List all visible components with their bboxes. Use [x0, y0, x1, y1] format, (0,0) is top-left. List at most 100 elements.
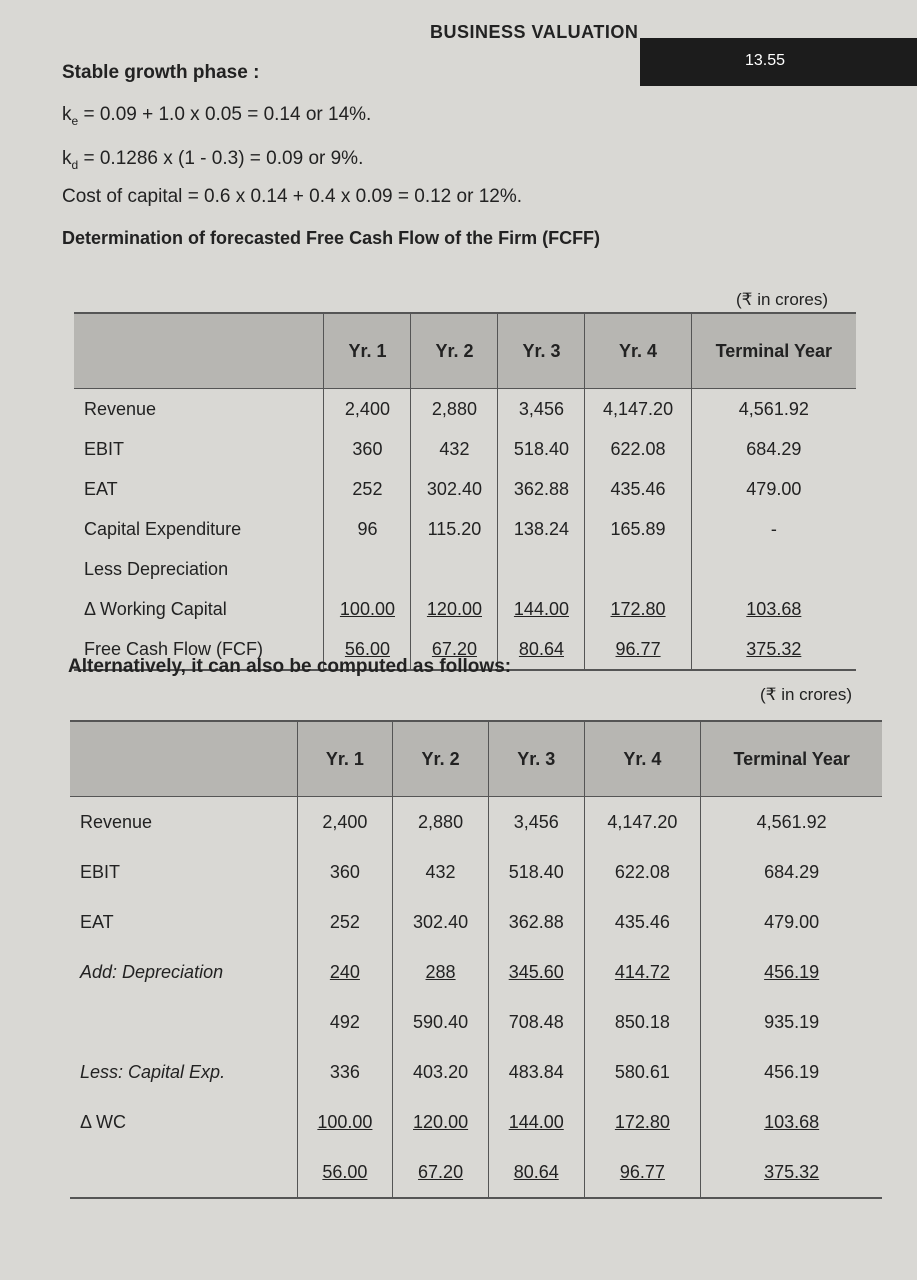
alt-table: Yr. 1 Yr. 2 Yr. 3 Yr. 4 Terminal Year Revenue… [70, 720, 882, 1199]
cell-value: 518.40 [508, 861, 564, 882]
cell-value: 4,147.20 [603, 398, 674, 419]
row-label: Δ Working Capital [74, 589, 324, 629]
table-body: Revenue 2,400 2,880 3,456 4,147.20 4,561.92 EB… [74, 388, 856, 670]
label-text: Revenue [84, 398, 157, 419]
cell-value: 479.00 [746, 478, 802, 499]
cell: 518.40 [497, 429, 585, 469]
cell-value: 103.68 [764, 1111, 820, 1132]
row-label: EAT [70, 897, 297, 947]
cell-value: 2,880 [431, 398, 477, 419]
cell-value: 67.20 [431, 638, 477, 659]
cell-value: 172.80 [614, 1111, 670, 1132]
row-label [70, 997, 297, 1047]
cell-value: 172.80 [610, 598, 666, 619]
cell-value: 345.60 [508, 961, 564, 982]
cell: 622.08 [584, 429, 692, 469]
table-head: Yr. 1 Yr. 2 Yr. 3 Yr. 4 Terminal Year [74, 313, 856, 389]
cell [584, 549, 692, 589]
cell-value: 456.19 [764, 961, 820, 982]
eq-var: k [62, 104, 72, 125]
column-header: Yr. 2 [392, 721, 489, 797]
cell-value: 360 [329, 861, 360, 882]
cell: 100.00 [323, 589, 411, 629]
cell: 144.00 [487, 1097, 585, 1147]
table-row: EBIT 360 432 518.40 622.08 684.29 [70, 847, 882, 897]
table-row: Free Cash Flow (FCF) 56.00 67.20 80.64 96.77… [74, 629, 856, 670]
cell: 590.40 [392, 997, 489, 1047]
cell-value: 403.20 [413, 1061, 469, 1082]
page-number: 13.55 [745, 52, 786, 69]
cell-value: 518.40 [513, 438, 569, 459]
cell [323, 549, 411, 589]
label-text: Revenue [80, 811, 153, 832]
row-label: Δ WC [70, 1097, 297, 1147]
header-row: Yr. 1 Yr. 2 Yr. 3 Yr. 4 Terminal Year [74, 313, 856, 389]
row-label: Revenue [74, 389, 324, 430]
cell-value: 240 [329, 961, 360, 982]
cell-value: 432 [439, 438, 470, 459]
cell-value: 3,456 [518, 398, 564, 419]
cell: 518.40 [487, 847, 585, 897]
cell: 622.08 [583, 847, 701, 897]
label-text: Δ Working Capital [84, 598, 227, 619]
equation: ke = 0.09 + 1.0 x 0.05 = 0.14 or 14%. [62, 104, 371, 128]
label-text: EAT [84, 478, 118, 499]
cell: 580.61 [583, 1047, 701, 1097]
cell-value: 360 [352, 438, 383, 459]
eq-rest: = 0.09 + 1.0 x 0.05 = 0.14 or 14%. [83, 104, 372, 125]
eq-var: k [62, 148, 72, 169]
cell-value: 252 [352, 478, 383, 499]
cell: 4,147.20 [584, 388, 692, 429]
column-header: Yr. 1 [296, 721, 393, 797]
page-banner [640, 38, 917, 86]
cell: 708.48 [487, 997, 585, 1047]
cell-value: 100.00 [317, 1111, 373, 1132]
cell: 302.40 [410, 469, 498, 509]
equation: kd = 0.1286 x (1 - 0.3) = 0.09 or 9%. [62, 148, 363, 172]
cell-value: 336 [329, 1061, 360, 1082]
cell: 4,561.92 [690, 388, 856, 429]
cell-value: 414.72 [614, 961, 670, 982]
cell-value: 2,880 [418, 811, 464, 832]
cell: 435.46 [583, 897, 701, 947]
cell-value: 80.64 [513, 1161, 559, 1182]
row-label: Add: Depreciation [70, 947, 297, 997]
cell: 375.32 [690, 629, 856, 670]
alt-heading: Alternatively, it can also be computed a… [68, 656, 512, 677]
cell: 432 [392, 847, 489, 897]
table-row: EAT 252 302.40 362.88 435.46 479.00 [74, 469, 856, 509]
cell-value: 622.08 [614, 861, 670, 882]
cell-value: 850.18 [614, 1011, 670, 1032]
column-header: Yr. 3 [497, 313, 585, 389]
cell: 172.80 [584, 589, 692, 629]
cell-value: 120.00 [426, 598, 482, 619]
row-label: Capital Expenditure [74, 509, 324, 549]
row-label: Less Depreciation [74, 549, 324, 589]
cell-value: 492 [329, 1011, 360, 1032]
cell-value: 684.29 [746, 438, 802, 459]
cell-value: 302.40 [413, 911, 469, 932]
cell-value: 96.77 [615, 638, 661, 659]
cell-value: 432 [425, 861, 456, 882]
label-text: Free Cash Flow (FCF) [84, 638, 264, 659]
cell-value: 2,400 [322, 811, 368, 832]
cell: 456.19 [700, 947, 882, 997]
eq-rest: = 0.1286 x (1 - 0.3) = 0.09 or 9%. [83, 148, 364, 169]
column-header [74, 313, 324, 389]
cell-value: 138.24 [513, 518, 569, 539]
cell-value: 144.00 [513, 598, 569, 619]
table-row: Add: Depreciation 240 288 345.60 414.72 456.1… [70, 947, 882, 997]
cell-value: 96 [357, 518, 378, 539]
cell: 67.20 [392, 1147, 489, 1198]
row-label: EBIT [70, 847, 297, 897]
cell: 56.00 [323, 629, 411, 670]
row-label: Free Cash Flow (FCF) [74, 629, 324, 670]
label-text: Less Depreciation [84, 558, 229, 579]
cell-value: 935.19 [764, 1011, 820, 1032]
cell: 67.20 [410, 629, 498, 670]
cell-value: 684.29 [764, 861, 820, 882]
cell: 252 [323, 469, 411, 509]
section-title: BUSINESS VALUATION [430, 22, 639, 42]
cell-value: 56.00 [322, 1161, 368, 1182]
